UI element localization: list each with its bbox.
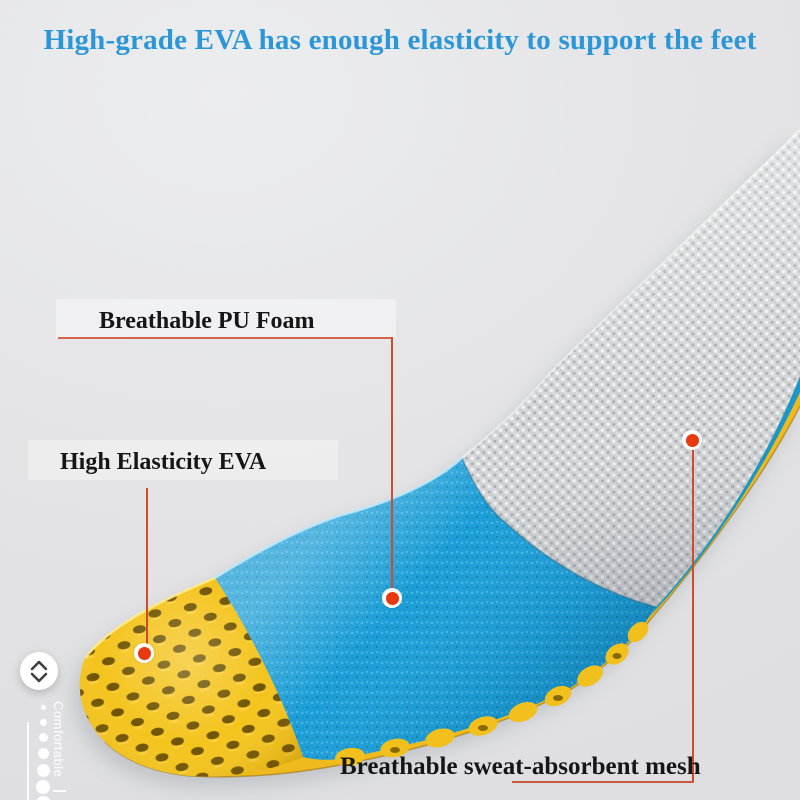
callout-line	[58, 337, 392, 339]
vertical-label-dash	[53, 790, 66, 792]
callout-line	[146, 488, 148, 645]
mesh-layer	[461, 129, 800, 607]
trail-line	[27, 722, 29, 800]
callout-line	[512, 781, 694, 783]
callout-label-mesh: Breathable sweat-absorbent mesh	[340, 753, 701, 780]
chevron-down-icon[interactable]	[30, 672, 48, 683]
callout-line	[391, 337, 393, 589]
scroll-widget[interactable]	[20, 652, 58, 690]
chevron-up-icon[interactable]	[30, 660, 48, 671]
callout-dot	[382, 588, 402, 608]
label-band	[56, 299, 396, 338]
callout-label-elastic-eva: High Elasticity EVA	[60, 449, 267, 475]
label-band	[28, 440, 338, 480]
callout-line	[692, 450, 694, 782]
page-title: High-grade EVA has enough elasticity to …	[43, 24, 757, 56]
outsole-bumps	[335, 621, 649, 767]
callout-dot	[682, 430, 702, 450]
comfortable-vertical-label: Comfortable	[51, 701, 66, 778]
eva-foam-layer	[214, 457, 657, 760]
callout-dot	[134, 643, 154, 663]
callout-label-pu-foam: Breathable PU Foam	[99, 308, 315, 334]
